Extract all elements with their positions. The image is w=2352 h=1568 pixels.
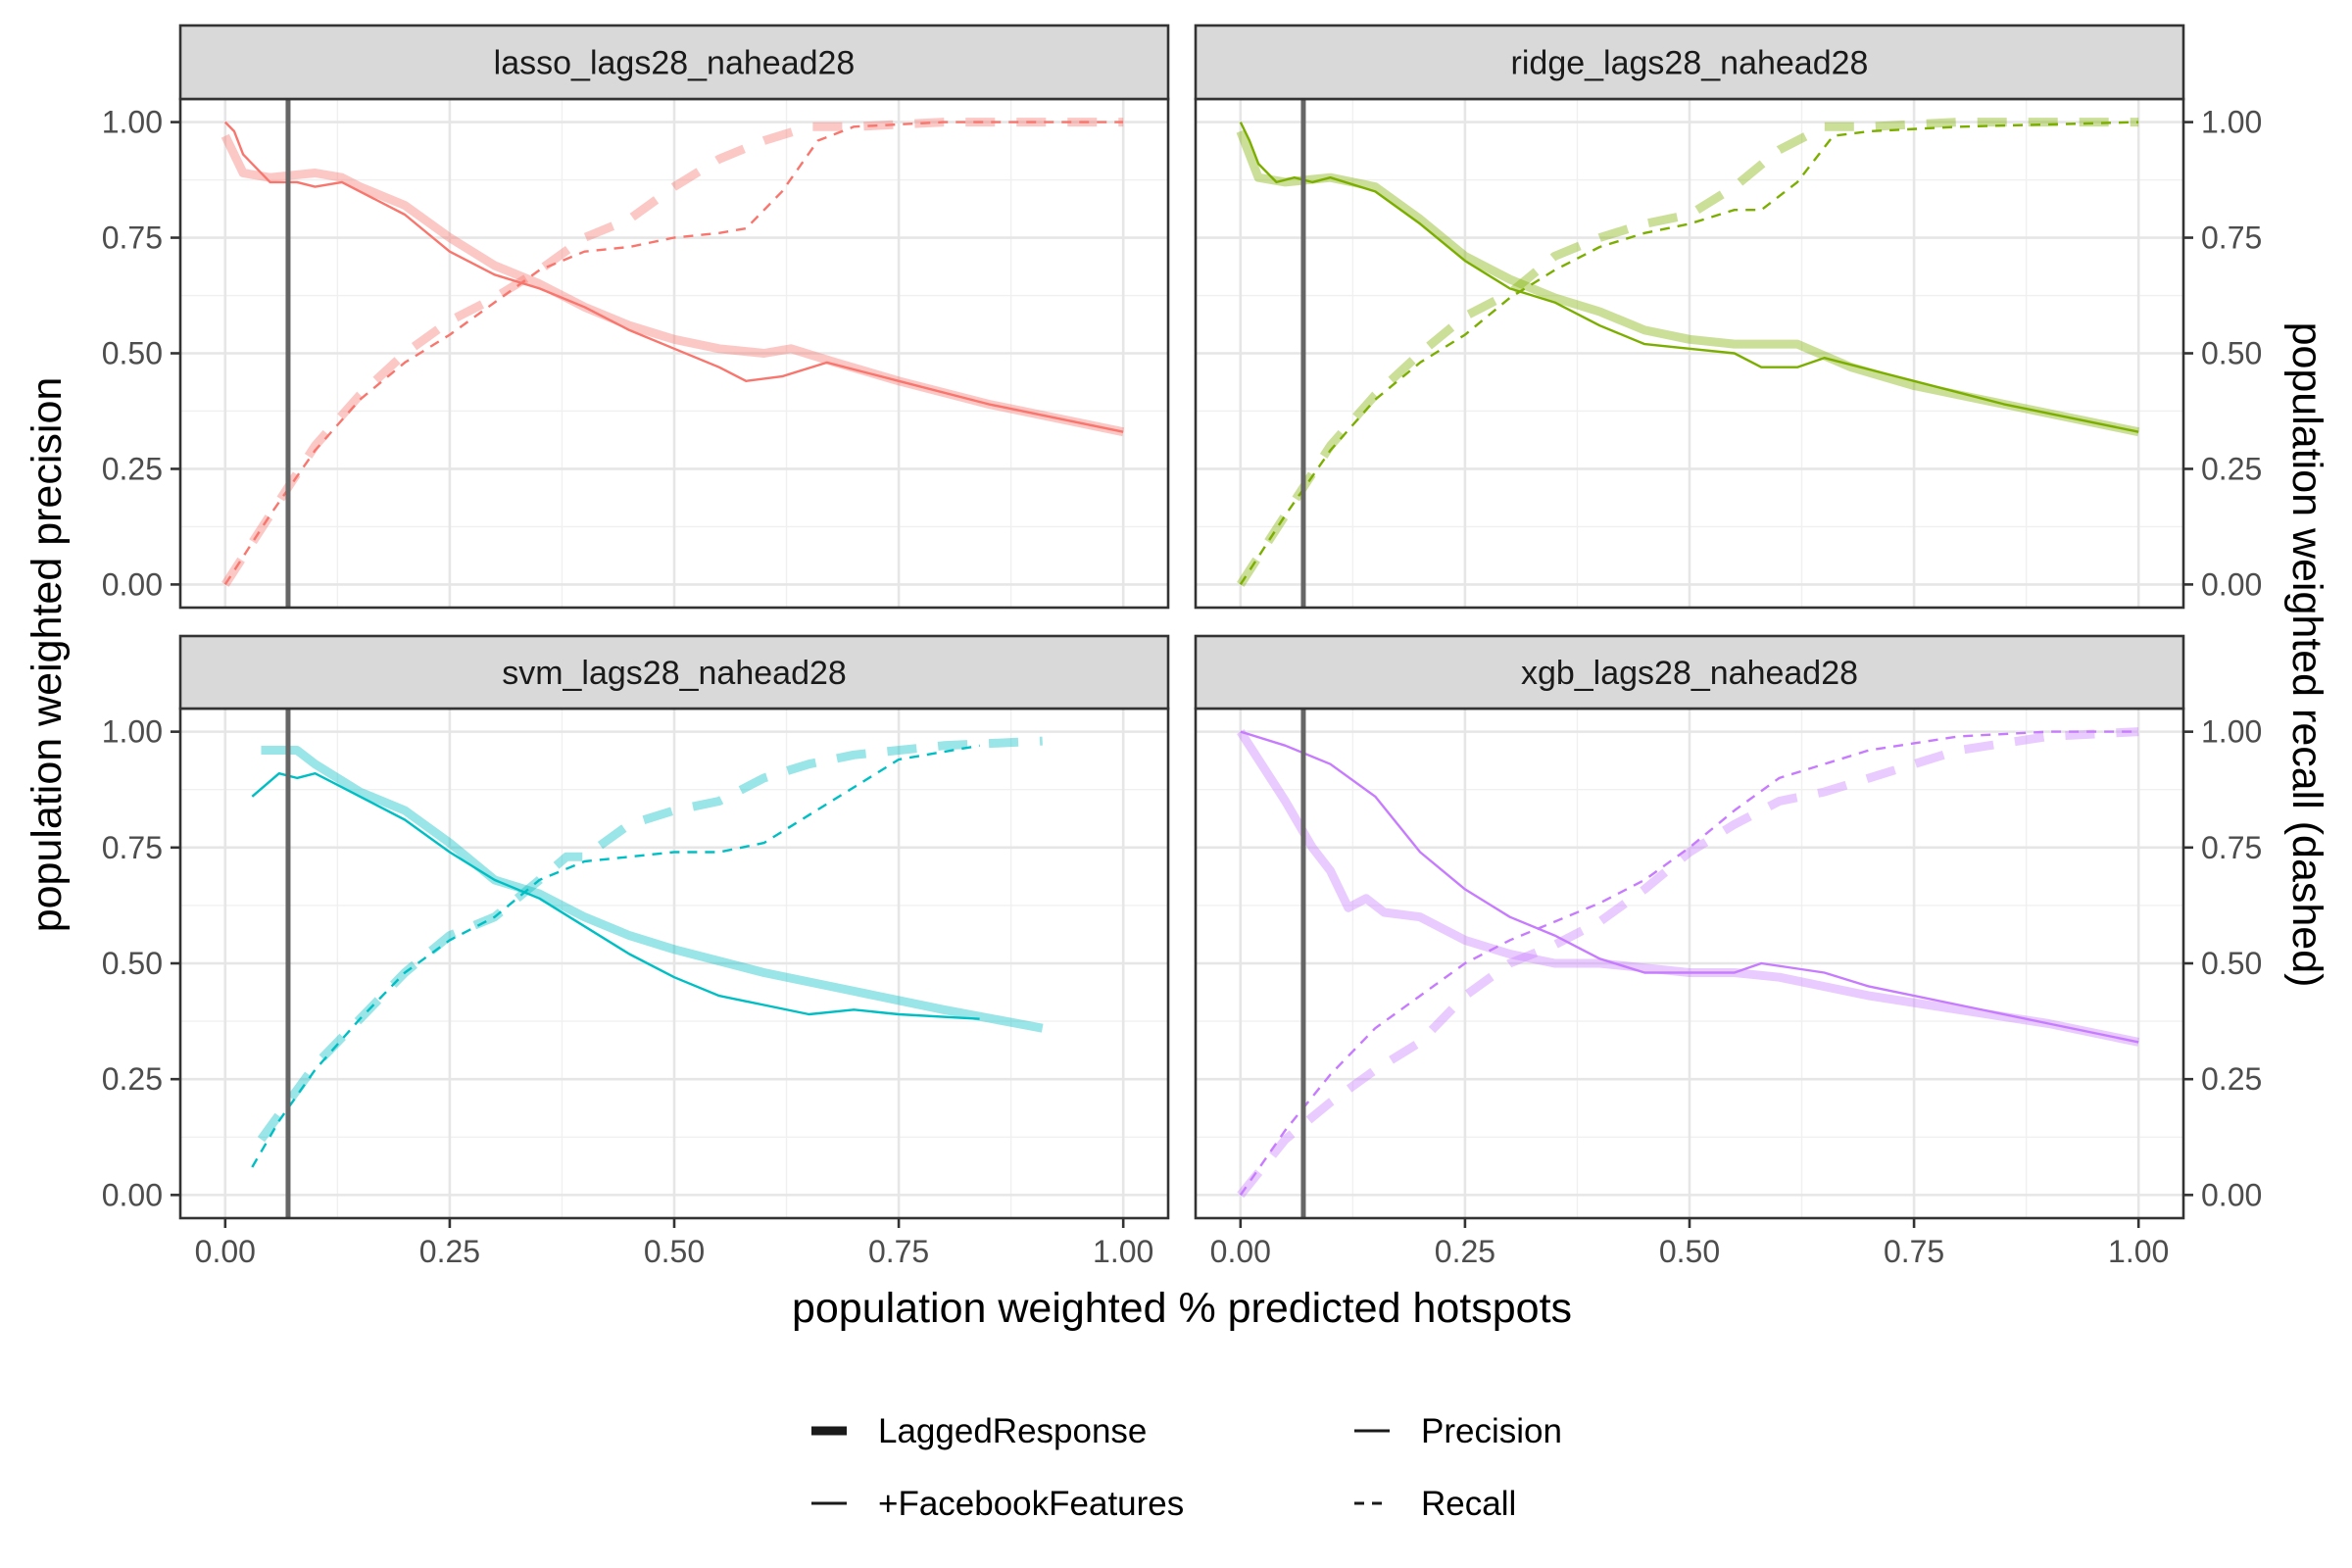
strip-background — [1194, 24, 2185, 101]
y-tick-label: 0.25 — [102, 451, 163, 486]
legend-label-laggedresponse: LaggedResponse — [878, 1412, 1147, 1450]
x-tick-label: 0.00 — [1210, 1234, 1271, 1269]
strip-background — [178, 24, 1170, 101]
y-tick-label: 0.75 — [102, 220, 163, 256]
x-tick-label: 0.75 — [1884, 1234, 1944, 1269]
panel-xgb: xgb_lags28_nahead28 0.00 0.25 0.50 0.75 1.00 0… — [1194, 634, 2262, 1269]
y-tick-label: 1.00 — [102, 714, 163, 750]
x-axis-title: population weighted % predicted hotspots — [792, 1285, 1572, 1332]
legend-label-recall: Recall — [1421, 1485, 1516, 1523]
series-line-xgb-laggedresponse-recall — [1237, 727, 2139, 1199]
series-line-lasso-laggedresponse-precision — [220, 133, 1125, 437]
legend-label-facebookfeatures: +FacebookFeatures — [878, 1485, 1184, 1523]
series-line-svm-facebookfeatures-recall — [251, 744, 980, 1168]
y-tick-label: 0.75 — [2201, 830, 2262, 865]
panel-svm: svm_lags28_nahead28 0.00 0.25 0.50 0.75 1.00 0… — [102, 634, 1170, 1269]
y-tick-label: 0.75 — [102, 830, 163, 865]
x-tick-label: 0.50 — [644, 1234, 705, 1269]
series-line-xgb-facebookfeatures-precision — [1240, 730, 2139, 1044]
y-axis-title-secondary: population weighted recall (dashed) — [2283, 322, 2330, 988]
y-tick-label: 0.00 — [102, 1177, 163, 1212]
series-line-svm-laggedresponse-precision — [261, 746, 1044, 1033]
series-line-ridge-facebookfeatures-precision — [1239, 122, 2139, 433]
y-tick-label: 1.00 — [102, 105, 163, 140]
y-tick-label: 0.50 — [2201, 946, 2262, 981]
strip-label: svm_lags28_nahead28 — [502, 655, 847, 692]
series-line-lasso-facebookfeatures-recall — [223, 121, 1124, 586]
panel-lasso: lasso_lags28_nahead28 0.00 0.25 0.50 0.75 1.0… — [102, 24, 1170, 610]
panels-layer: lasso_lags28_nahead28 0.00 0.25 0.50 0.75 1.0… — [102, 24, 2262, 1269]
y-tick-label: 0.25 — [2201, 451, 2262, 486]
y-tick-label: 0.25 — [2201, 1061, 2262, 1097]
strip-label: ridge_lags28_nahead28 — [1511, 45, 1869, 82]
y-tick-label: 1.00 — [2201, 714, 2262, 750]
y-tick-label: 0.50 — [102, 336, 163, 371]
series-line-xgb-facebookfeatures-recall — [1239, 730, 2139, 1197]
y-tick-label: 0.00 — [102, 566, 163, 602]
strip-background — [178, 634, 1170, 710]
x-tick-label: 0.25 — [419, 1234, 480, 1269]
x-tick-label: 1.00 — [2108, 1234, 2169, 1269]
strip-label: xgb_lags28_nahead28 — [1521, 655, 1858, 692]
x-tick-label: 0.00 — [195, 1234, 256, 1269]
y-axis-title: population weighted precision — [24, 377, 71, 933]
series-line-lasso-facebookfeatures-precision — [223, 121, 1124, 433]
series-line-svm-facebookfeatures-precision — [251, 772, 980, 1020]
strip-label: lasso_lags28_nahead28 — [494, 45, 856, 82]
series-line-ridge-facebookfeatures-recall — [1239, 121, 2139, 586]
y-tick-label: 0.00 — [2201, 1177, 2262, 1212]
y-tick-label: 0.50 — [102, 946, 163, 981]
x-tick-label: 1.00 — [1093, 1234, 1153, 1269]
x-tick-label: 0.25 — [1435, 1234, 1495, 1269]
y-tick-label: 0.00 — [2201, 566, 2262, 602]
x-tick-label: 0.75 — [868, 1234, 929, 1269]
series-line-svm-laggedresponse-recall — [257, 736, 1043, 1143]
panel-ridge: ridge_lags28_nahead28 0.00 0.25 0.50 0.75 1.0… — [1194, 24, 2262, 610]
legend: LaggedResponse +FacebookFeatures Precisi… — [811, 1412, 1562, 1523]
y-tick-label: 0.25 — [102, 1061, 163, 1097]
y-tick-label: 0.50 — [2201, 336, 2262, 371]
series-line-ridge-laggedresponse-recall — [1237, 118, 2139, 587]
y-tick-label: 0.75 — [2201, 220, 2262, 256]
x-tick-label: 0.50 — [1659, 1234, 1720, 1269]
y-tick-label: 1.00 — [2201, 105, 2262, 140]
strip-background — [1194, 634, 2185, 710]
legend-label-precision: Precision — [1421, 1412, 1562, 1450]
series-line-xgb-laggedresponse-precision — [1237, 729, 2140, 1047]
